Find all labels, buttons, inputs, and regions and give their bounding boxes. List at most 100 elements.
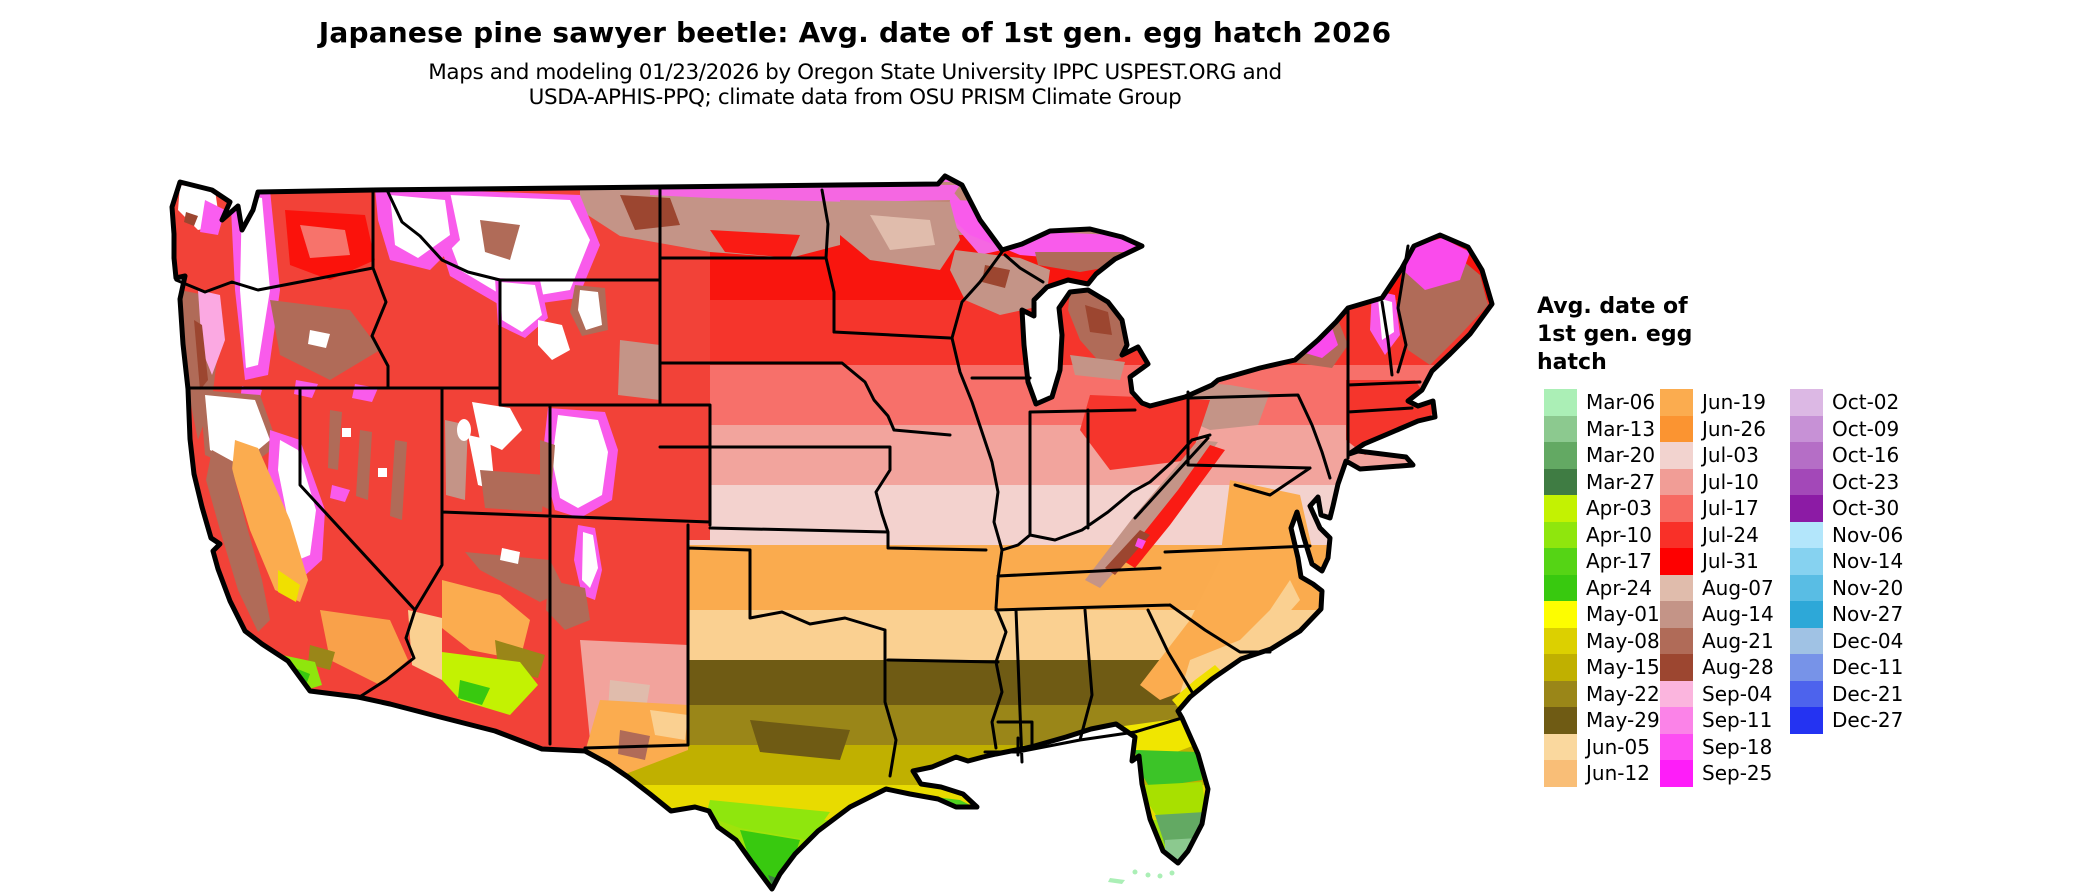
legend-label: Mar-20 [1586, 443, 1656, 468]
legend-label: Sep-04 [1702, 681, 1773, 706]
legend-label: Jun-05 [1586, 734, 1650, 759]
legend-row: Sep-25 [1660, 760, 1774, 787]
map-legend: Avg. date of 1st gen. egg hatch Mar-06 Ma… [1537, 293, 2097, 787]
legend-label: May-15 [1586, 655, 1660, 680]
us-map [150, 140, 1500, 892]
legend-row: Dec-21 [1790, 680, 1904, 707]
legend-swatch [1660, 760, 1693, 787]
legend-label: Oct-23 [1832, 469, 1900, 494]
legend-label: Dec-21 [1832, 681, 1904, 706]
legend-column-3: Oct-02 Oct-09 Oct-16 Oct-23 Oct-30 Nov-06 Nov-… [1790, 389, 1903, 734]
subtitle-line-2: USDA-APHIS-PPQ; climate data from OSU PR… [528, 85, 1182, 110]
legend-swatch [1544, 601, 1577, 628]
legend-row: Jul-10 [1660, 468, 1774, 495]
legend-swatch [1544, 574, 1577, 601]
legend-row: Mar-06 [1544, 389, 1660, 416]
page-title: Japanese pine sawyer beetle: Avg. date o… [318, 16, 1392, 49]
legend-row: Aug-28 [1660, 654, 1774, 681]
legend-row: Jul-03 [1660, 442, 1774, 469]
legend-label: Apr-24 [1586, 575, 1652, 600]
legend-row: Oct-02 [1790, 389, 1903, 416]
legend-swatch [1544, 548, 1577, 575]
legend-row: Nov-20 [1790, 574, 1903, 601]
legend-row: Jun-19 [1660, 389, 1774, 416]
legend-swatch [1790, 389, 1823, 416]
legend-label: Dec-27 [1832, 708, 1904, 733]
legend-row: May-01 [1544, 601, 1660, 628]
legend-label: May-08 [1586, 628, 1660, 653]
legend-swatch [1660, 707, 1693, 734]
legend-label: Nov-06 [1832, 522, 1904, 547]
legend-swatch [1790, 495, 1823, 522]
legend-column-1: Mar-06 Mar-13 Mar-20 Mar-27 Apr-03 Apr-10 Apr-… [1544, 389, 1660, 787]
legend-swatch [1790, 707, 1823, 734]
legend-label: May-01 [1586, 602, 1660, 627]
legend-row: Jul-24 [1660, 521, 1774, 548]
us-map-image [169, 173, 1495, 892]
legend-row: Oct-30 [1790, 495, 1903, 522]
legend-row: Jun-26 [1660, 415, 1774, 442]
legend-swatch [1790, 601, 1823, 628]
legend-swatch [1544, 495, 1577, 522]
legend-label: Oct-09 [1832, 416, 1900, 441]
legend-row: Dec-27 [1790, 707, 1903, 734]
legend-swatch [1544, 760, 1577, 787]
legend-swatch [1544, 627, 1577, 654]
legend-swatch [1790, 442, 1823, 469]
legend-row: Nov-27 [1790, 601, 1903, 628]
legend-row: Oct-23 [1790, 468, 1903, 495]
legend-swatch [1660, 680, 1693, 707]
legend-label: Oct-30 [1832, 496, 1900, 521]
legend-row: May-08 [1544, 627, 1660, 654]
legend-label: Oct-02 [1832, 390, 1900, 415]
legend-label: Dec-04 [1832, 628, 1904, 653]
legend-label: Jul-24 [1702, 522, 1759, 547]
us-outline [169, 173, 1495, 892]
legend-swatch [1660, 442, 1693, 469]
legend-swatch [1660, 601, 1693, 628]
legend-swatch [1544, 654, 1577, 681]
legend-label: May-29 [1586, 708, 1660, 733]
legend-row: Jun-12 [1544, 760, 1660, 787]
legend-swatch [1660, 468, 1693, 495]
legend-swatch [1660, 733, 1693, 760]
legend-row: Mar-13 [1544, 415, 1660, 442]
state-borders [174, 188, 1422, 778]
legend-row: Aug-07 [1660, 574, 1774, 601]
legend-row: Sep-18 [1660, 733, 1774, 760]
legend-label: Jul-10 [1702, 469, 1759, 494]
legend-label: Jul-17 [1702, 496, 1759, 521]
legend-label: Sep-18 [1702, 734, 1773, 759]
florida-keys [1108, 869, 1175, 884]
legend-label: Nov-27 [1832, 602, 1904, 627]
legend-row: Apr-24 [1544, 574, 1660, 601]
legend-label: Jul-03 [1702, 443, 1759, 468]
legend-swatch [1790, 468, 1823, 495]
legend-label: Aug-14 [1702, 602, 1774, 627]
legend-row: Mar-27 [1544, 468, 1660, 495]
legend-row: Jul-31 [1660, 548, 1774, 575]
legend-row: Apr-10 [1544, 521, 1660, 548]
legend-row: Mar-20 [1544, 442, 1660, 469]
legend-row: Oct-09 [1790, 415, 1903, 442]
legend-row: Sep-04 [1660, 680, 1774, 707]
legend-column-2: Jun-19 Jun-26 Jul-03 Jul-10 Jul-17 Jul-24 Jul-… [1660, 389, 1774, 787]
legend-swatch [1790, 521, 1823, 548]
legend-label: Jun-26 [1702, 416, 1766, 441]
subtitle: Maps and modeling 01/23/2026 by Oregon S… [0, 60, 1710, 110]
legend-label: Jun-19 [1702, 390, 1766, 415]
legend-title: Avg. date of 1st gen. egg hatch [1537, 294, 1693, 375]
legend-label: Jul-31 [1702, 549, 1759, 574]
legend-swatch [1544, 468, 1577, 495]
legend-row: Nov-06 [1790, 521, 1904, 548]
legend-label: Mar-27 [1586, 469, 1656, 494]
legend-swatch [1660, 495, 1693, 522]
legend-swatch [1544, 707, 1577, 734]
legend-swatch [1660, 389, 1693, 416]
legend-row: Apr-17 [1544, 548, 1660, 575]
legend-label: Sep-25 [1702, 761, 1773, 786]
legend-swatch [1660, 521, 1693, 548]
legend-swatch [1544, 389, 1577, 416]
legend-row: Oct-16 [1790, 442, 1903, 469]
legend-row: May-22 [1544, 680, 1660, 707]
